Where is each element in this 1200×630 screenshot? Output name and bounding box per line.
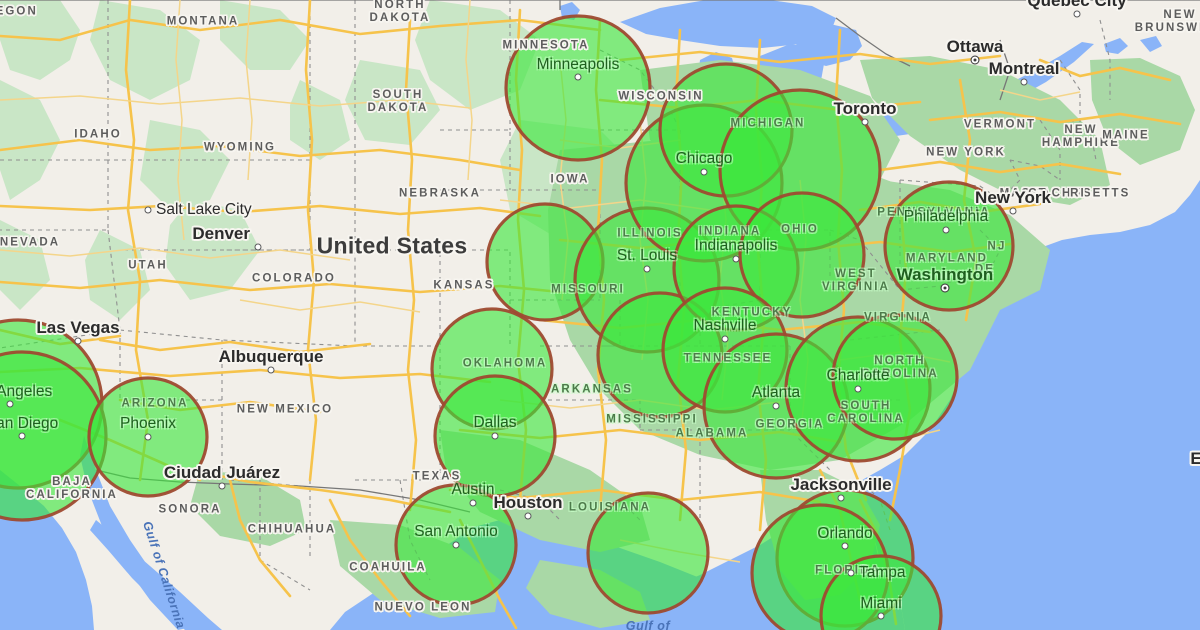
city-marker-icon bbox=[732, 255, 740, 263]
coverage-circle[interactable] bbox=[831, 313, 959, 441]
city-marker-icon bbox=[144, 433, 152, 441]
city-marker-icon bbox=[942, 226, 950, 234]
city-marker-icon bbox=[861, 118, 869, 126]
city-marker-icon bbox=[74, 337, 82, 345]
city-marker-icon bbox=[218, 482, 226, 490]
city-marker-icon bbox=[452, 541, 460, 549]
city-marker-icon bbox=[254, 243, 262, 251]
city-marker-icon bbox=[643, 265, 651, 273]
city-marker-icon bbox=[267, 366, 275, 374]
city-marker-icon bbox=[144, 206, 152, 214]
coverage-circle[interactable] bbox=[738, 191, 866, 319]
coverage-circle[interactable] bbox=[883, 180, 1015, 312]
city-marker-icon bbox=[574, 73, 582, 81]
city-marker-icon bbox=[837, 494, 845, 502]
city-marker-icon bbox=[854, 385, 862, 393]
city-marker-icon bbox=[469, 499, 477, 507]
city-marker-icon bbox=[6, 400, 14, 408]
coverage-circle[interactable] bbox=[504, 14, 652, 162]
city-marker-icon bbox=[1020, 78, 1028, 86]
city-marker-icon bbox=[721, 335, 729, 343]
capital-marker-icon bbox=[940, 283, 950, 293]
city-marker-icon bbox=[18, 432, 26, 440]
city-marker-icon bbox=[877, 612, 885, 620]
capital-marker-icon bbox=[970, 55, 980, 65]
city-marker-icon bbox=[847, 569, 855, 577]
coverage-circle[interactable] bbox=[586, 491, 710, 615]
city-marker-icon bbox=[1073, 10, 1081, 18]
city-marker-icon bbox=[524, 512, 532, 520]
city-marker-icon bbox=[491, 432, 499, 440]
city-marker-icon bbox=[841, 542, 849, 550]
coverage-circle-layer[interactable] bbox=[0, 14, 1015, 630]
city-marker-icon bbox=[700, 168, 708, 176]
city-marker-icon bbox=[772, 402, 780, 410]
city-marker-icon bbox=[1009, 207, 1017, 215]
